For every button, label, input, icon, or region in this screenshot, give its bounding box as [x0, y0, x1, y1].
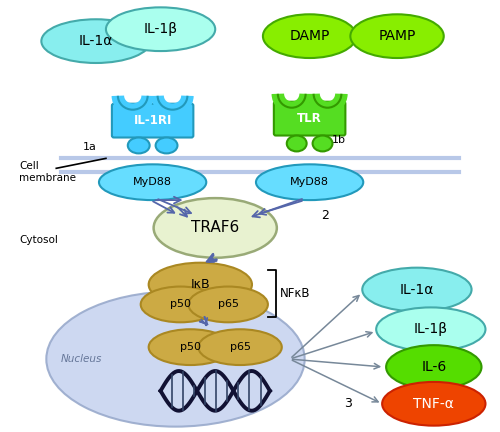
Ellipse shape	[376, 308, 486, 351]
Text: NFκB: NFκB	[280, 287, 310, 300]
Ellipse shape	[256, 164, 364, 200]
Ellipse shape	[106, 7, 215, 51]
Text: p65: p65	[218, 299, 238, 309]
Ellipse shape	[362, 268, 472, 311]
Ellipse shape	[156, 137, 178, 153]
Text: IL-1RI: IL-1RI	[134, 114, 172, 127]
Text: Nucleus: Nucleus	[60, 354, 102, 364]
Ellipse shape	[198, 329, 282, 365]
Text: IL-1β: IL-1β	[144, 22, 178, 36]
Text: p65: p65	[230, 342, 250, 352]
Ellipse shape	[312, 136, 332, 152]
Text: 3: 3	[344, 397, 352, 410]
FancyBboxPatch shape	[274, 102, 345, 136]
Text: Cell
membrane: Cell membrane	[20, 162, 76, 183]
FancyBboxPatch shape	[112, 104, 194, 137]
Text: 2: 2	[322, 209, 330, 222]
Text: TLR: TLR	[297, 112, 322, 125]
Text: Cytosol: Cytosol	[20, 235, 59, 245]
Ellipse shape	[154, 198, 277, 258]
Ellipse shape	[46, 292, 304, 427]
Text: 1b: 1b	[332, 136, 345, 146]
Text: DAMP: DAMP	[290, 29, 330, 43]
Text: TRAF6: TRAF6	[191, 220, 240, 235]
Ellipse shape	[148, 329, 232, 365]
Text: 1a: 1a	[83, 143, 97, 152]
Text: IL-1β: IL-1β	[414, 322, 448, 336]
Ellipse shape	[287, 136, 306, 152]
Ellipse shape	[382, 382, 486, 426]
Ellipse shape	[188, 286, 268, 322]
Text: IκB: IκB	[190, 278, 210, 291]
Ellipse shape	[350, 14, 444, 58]
Ellipse shape	[263, 14, 356, 58]
Text: MyD88: MyD88	[290, 177, 329, 187]
Text: IL-1α: IL-1α	[79, 34, 113, 48]
Text: p50: p50	[180, 342, 201, 352]
Ellipse shape	[140, 286, 220, 322]
Ellipse shape	[128, 137, 150, 153]
Text: p50: p50	[170, 299, 191, 309]
Text: PAMP: PAMP	[378, 29, 416, 43]
Ellipse shape	[99, 164, 206, 200]
Text: MyD88: MyD88	[133, 177, 172, 187]
Ellipse shape	[42, 19, 150, 63]
Text: TNF-α: TNF-α	[414, 397, 454, 411]
Ellipse shape	[148, 263, 252, 306]
Ellipse shape	[386, 345, 482, 389]
Text: IL-1α: IL-1α	[400, 283, 434, 296]
Text: IL-6: IL-6	[421, 360, 446, 374]
